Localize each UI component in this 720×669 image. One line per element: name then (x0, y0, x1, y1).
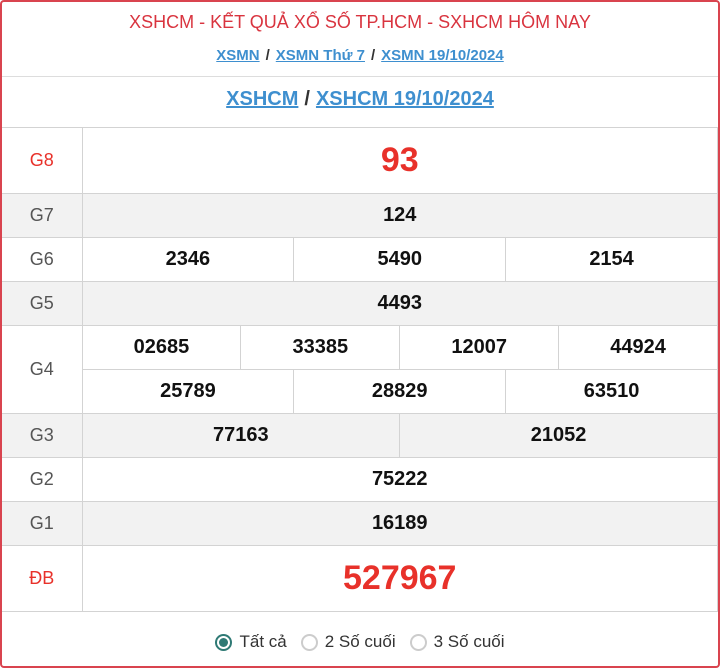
breadcrumb: XSMN / XSMN Thứ 7 / XSMN 19/10/2024 (2, 47, 718, 64)
link-xsmn[interactable]: XSMN (216, 47, 260, 64)
special-prize-number: 527967 (81, 545, 718, 612)
prize-label: G2 (2, 457, 83, 502)
subtitle: XSHCM / XSHCM 19/10/2024 (2, 88, 718, 111)
prize-label: G5 (2, 281, 83, 326)
radio-icon[interactable] (409, 633, 427, 651)
row-g8: G8 93 (2, 127, 718, 194)
link-xshcm[interactable]: XSHCM (226, 88, 299, 110)
radio-icon[interactable] (300, 633, 318, 651)
row-g4-b: 25789 28829 63510 (2, 369, 718, 414)
prize-number: 4493 (81, 281, 718, 326)
row-g1: G1 16189 (2, 501, 718, 546)
prize-number: 25789 (81, 369, 295, 414)
link-xshcm-date[interactable]: XSHCM 19/10/2024 (315, 88, 494, 110)
separator: / (265, 47, 270, 64)
prize-number: 5490 (293, 237, 507, 282)
prize-number: 77163 (81, 413, 401, 458)
prize-number: 28829 (293, 369, 507, 414)
option-all[interactable]: Tất cả (215, 632, 287, 652)
link-xsmn-date[interactable]: XSMN 19/10/2024 (381, 47, 504, 64)
prize-number: 75222 (81, 457, 718, 502)
prize-number: 33385 (240, 325, 401, 370)
radio-selected-icon[interactable] (215, 633, 233, 651)
divider (2, 76, 718, 77)
prize-number: 21052 (399, 413, 718, 458)
prize-number: 44924 (558, 325, 718, 370)
row-g2: G2 75222 (2, 457, 718, 502)
option-last-3[interactable]: 3 Số cuối (409, 632, 505, 652)
row-g5: G5 4493 (2, 281, 718, 326)
page-title: XSHCM - KẾT QUẢ XỔ SỐ TP.HCM - SXHCM HÔM… (129, 12, 591, 32)
prize-label: ĐB (2, 545, 83, 612)
prize-number: 124 (81, 193, 718, 238)
prize-number: 12007 (399, 325, 560, 370)
option-label: Tất cả (239, 632, 287, 651)
row-g6: G6 2346 5490 2154 (2, 237, 718, 282)
prize-label: G3 (2, 413, 83, 458)
prize-label: G8 (2, 127, 83, 194)
prize-label: G1 (2, 501, 83, 546)
prize-number: 63510 (505, 369, 718, 414)
row-g3: G3 77163 21052 (2, 413, 718, 458)
prize-number: 02685 (81, 325, 242, 370)
display-options: Tất cả 2 Số cuối 3 Số cuối (2, 614, 718, 666)
separator: / (370, 47, 376, 64)
prize-label: G7 (2, 193, 83, 238)
prize-number: 2346 (81, 237, 295, 282)
row-g7: G7 124 (2, 193, 718, 238)
results-table: G8 93 G7 124 G6 2346 5490 2154 G5 4493 G… (2, 127, 718, 612)
prize-number: 93 (81, 127, 718, 194)
row-g4: G4 02685 33385 12007 44924 (2, 325, 718, 414)
prize-label: G4 (2, 325, 83, 414)
prize-number: 16189 (81, 501, 718, 546)
row-special: ĐB 527967 (2, 545, 718, 612)
prize-number: 2154 (505, 237, 718, 282)
link-xsmn-thu7[interactable]: XSMN Thứ 7 (275, 47, 365, 64)
option-label: 3 Số cuối (433, 632, 505, 651)
prize-label: G6 (2, 237, 83, 282)
option-last-2[interactable]: 2 Số cuối (300, 632, 396, 652)
separator: / (304, 88, 310, 110)
option-label: 2 Số cuối (324, 632, 396, 651)
